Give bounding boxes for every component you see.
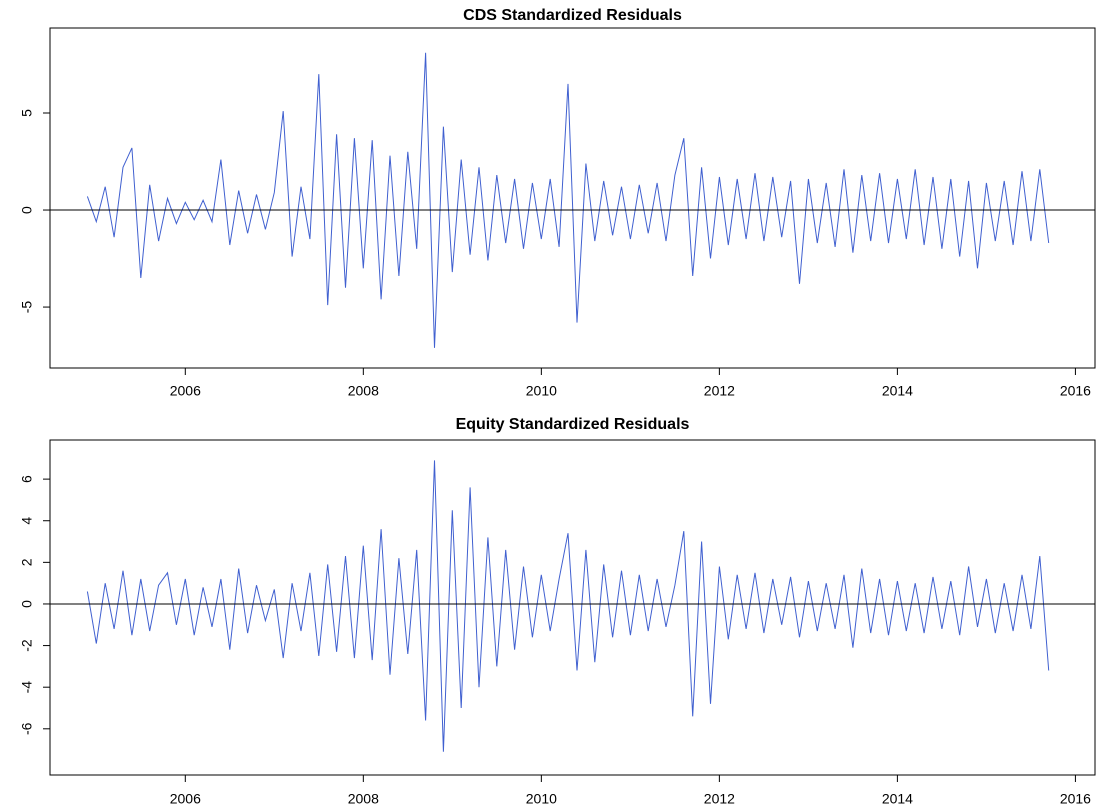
y-tick-label: -4 [19, 681, 35, 694]
series-line [86, 460, 1050, 752]
y-tick-label: 0 [19, 206, 35, 214]
plot-frame [49, 27, 1096, 369]
y-tick-label: -5 [19, 301, 35, 314]
x-tick-label: 2012 [704, 791, 735, 807]
y-tick-label: 2 [19, 558, 35, 566]
y-tick-label: -2 [19, 639, 35, 652]
chart-title: Equity Standardized Residuals [456, 416, 690, 433]
y-tick-label: 0 [19, 600, 35, 608]
chart-title: CDS Standardized Residuals [463, 7, 682, 24]
y-tick-label: 4 [19, 517, 35, 525]
x-tick-label: 2008 [348, 383, 379, 399]
series-line [86, 52, 1050, 348]
x-tick-label: 2016 [1060, 383, 1091, 399]
plot-frame [49, 439, 1096, 776]
y-tick-label: -6 [19, 722, 35, 735]
x-tick-label: 2014 [882, 791, 913, 807]
x-tick-label: 2008 [348, 791, 379, 807]
x-tick-label: 2006 [170, 791, 201, 807]
y-tick-label: 6 [19, 475, 35, 483]
x-tick-label: 2016 [1060, 791, 1091, 807]
x-tick-label: 2010 [526, 791, 557, 807]
y-tick-label: 5 [19, 109, 35, 117]
x-tick-label: 2012 [704, 383, 735, 399]
x-tick-label: 2014 [882, 383, 913, 399]
x-tick-label: 2010 [526, 383, 557, 399]
x-tick-label: 2006 [170, 383, 201, 399]
